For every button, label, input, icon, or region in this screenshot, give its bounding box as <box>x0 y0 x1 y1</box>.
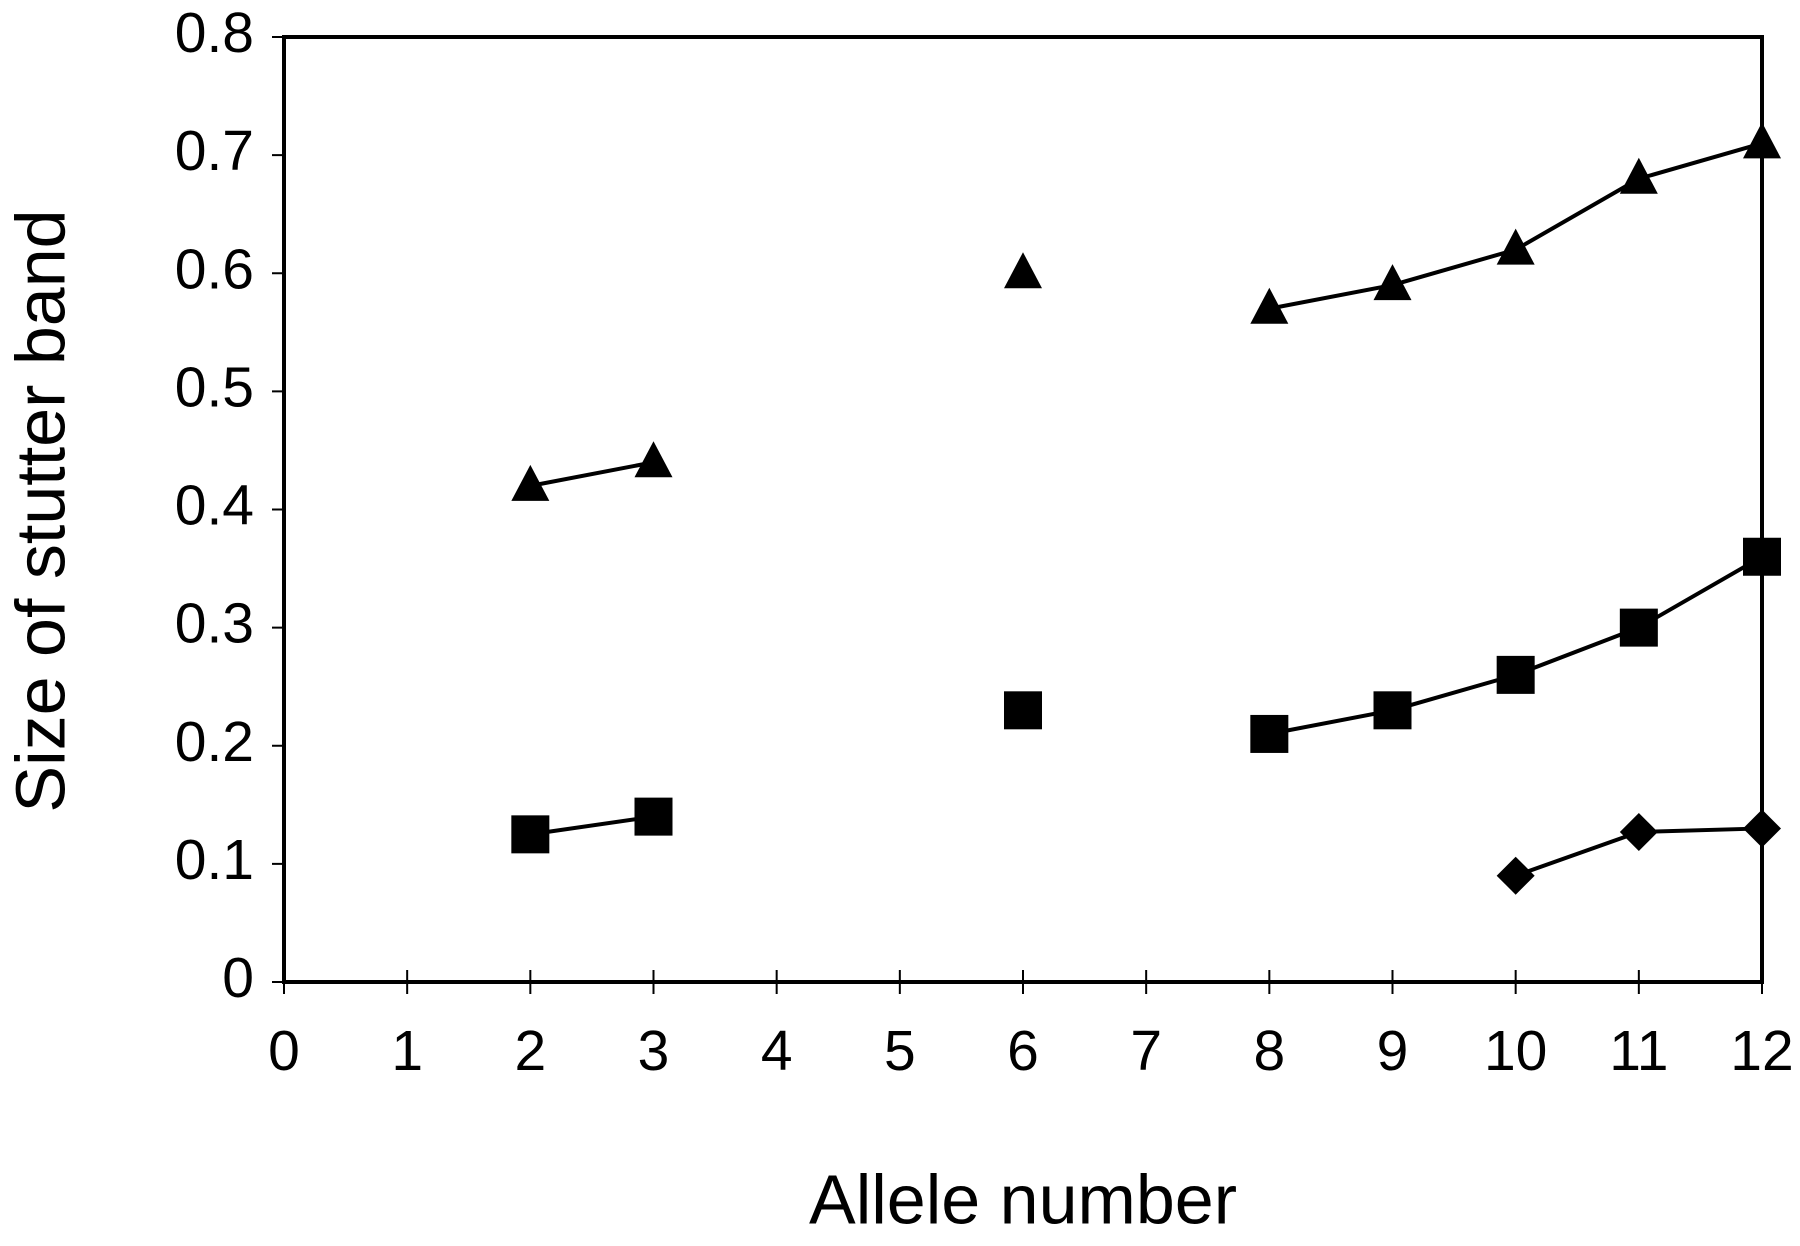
y-tick-label: 0.6 <box>175 237 254 301</box>
y-tick-label: 0.3 <box>175 592 254 656</box>
triangle-marker <box>1004 252 1042 289</box>
y-tick-label: 0.7 <box>175 119 254 183</box>
triangle-marker <box>511 464 550 501</box>
x-tick-label: 8 <box>1253 1019 1285 1083</box>
y-axis-title: Size of stutter band <box>1 209 79 812</box>
diamond-marker <box>1619 812 1658 851</box>
diamond-marker <box>1743 809 1781 848</box>
x-tick-label: 12 <box>1730 1019 1793 1083</box>
x-tick-label: 5 <box>884 1019 916 1083</box>
triangle-marker <box>1743 122 1781 159</box>
y-tick-label: 0 <box>222 946 254 1010</box>
y-tick-label: 0.5 <box>175 355 254 419</box>
y-tick-label: 0.4 <box>175 474 254 538</box>
x-tick-label: 4 <box>761 1019 793 1083</box>
triangle-marker <box>634 441 673 478</box>
x-axis-title: Allele number <box>809 1160 1237 1238</box>
x-tick-label: 2 <box>514 1019 546 1083</box>
x-tick-label: 9 <box>1377 1019 1409 1083</box>
square-marker <box>634 797 673 836</box>
plot-frame <box>282 35 1764 984</box>
x-tick-label: 3 <box>638 1019 670 1083</box>
triangle-marker <box>1250 287 1289 324</box>
square-marker <box>511 815 550 854</box>
square-marker <box>1743 537 1781 576</box>
x-tick-label: 0 <box>268 1019 300 1083</box>
y-tick-label: 0.2 <box>175 710 254 774</box>
y-tick-label: 0.8 <box>175 1 254 65</box>
triangle-marker <box>1373 264 1412 301</box>
square-marker <box>1496 655 1535 694</box>
series-line <box>530 555 1763 837</box>
x-tick-label: 11 <box>1609 1019 1668 1083</box>
square-marker <box>1004 691 1042 730</box>
series-line <box>529 141 1763 488</box>
square-marker <box>1373 691 1412 730</box>
diamond-marker <box>1496 856 1535 895</box>
x-tick-label: 1 <box>391 1019 423 1083</box>
y-tick-label: 0.1 <box>175 828 254 892</box>
square-marker <box>1619 608 1658 647</box>
square-marker <box>1250 714 1289 753</box>
x-tick-label: 7 <box>1130 1019 1162 1083</box>
x-tick-label: 10 <box>1484 1019 1547 1083</box>
x-tick-label: 6 <box>1007 1019 1039 1083</box>
triangle-marker <box>1496 228 1535 265</box>
triangle-marker <box>1619 157 1658 194</box>
